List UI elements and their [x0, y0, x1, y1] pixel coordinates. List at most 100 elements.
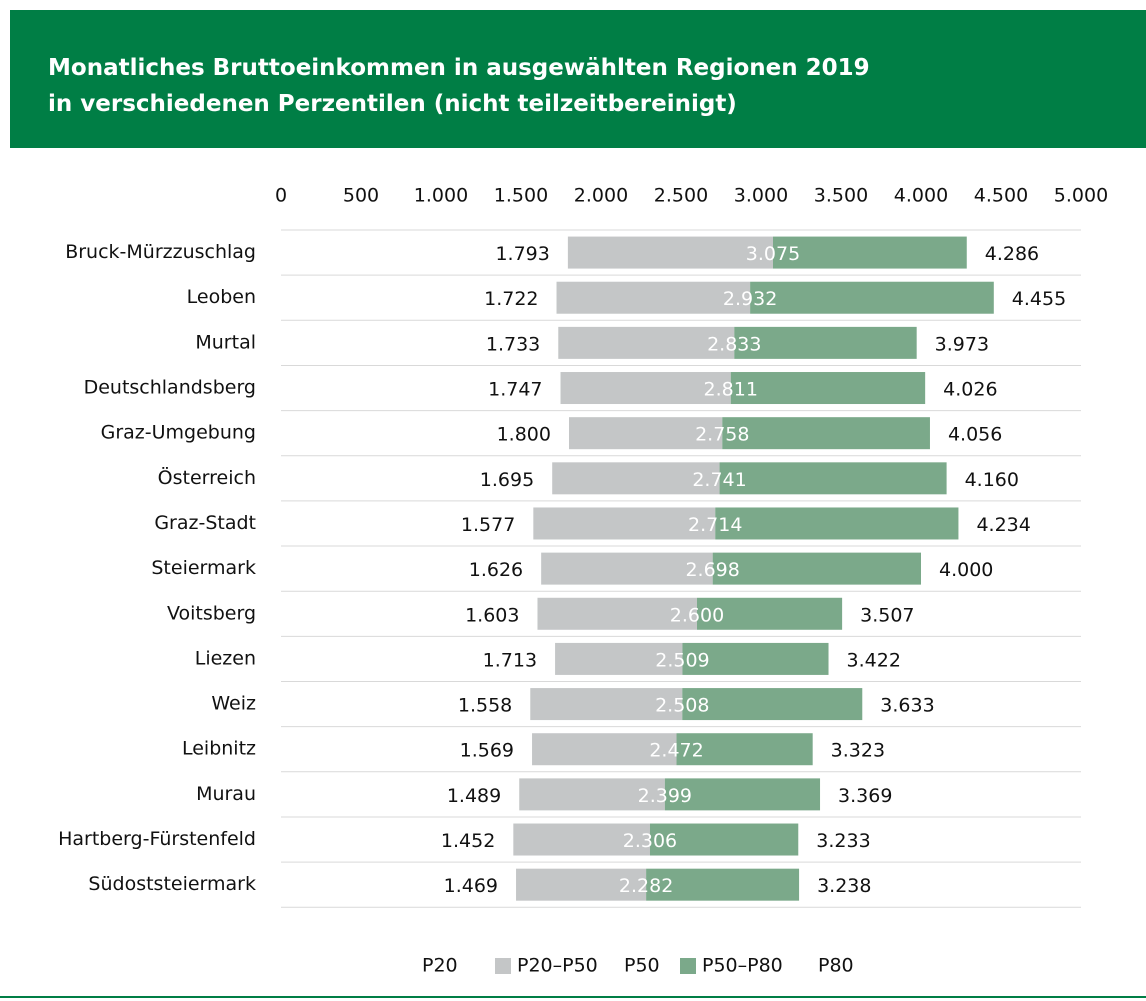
- value-label: 2.399: [638, 785, 692, 807]
- value-label: 2.282: [619, 875, 673, 897]
- value-label: 1.733: [486, 333, 540, 355]
- chart-title: in verschiedenen Perzentilen (nicht teil…: [48, 91, 737, 117]
- x-tick-label: 3.000: [734, 185, 788, 207]
- value-label: 3.238: [817, 875, 871, 897]
- bar-segment: [664, 778, 821, 811]
- value-label: 1.747: [488, 379, 542, 401]
- value-label: 4.160: [965, 469, 1019, 491]
- category-label: Liezen: [195, 647, 256, 669]
- value-label: 4.286: [985, 243, 1039, 265]
- category-label: Weiz: [211, 693, 256, 715]
- bar-segment: [569, 417, 723, 450]
- bar-segment: [533, 507, 716, 540]
- value-label: 2.306: [623, 830, 677, 852]
- category-label: Murtal: [195, 331, 256, 353]
- bar-segment: [773, 236, 967, 269]
- value-label: 2.833: [707, 333, 761, 355]
- value-label: 1.793: [495, 243, 549, 265]
- x-tick-label: 3.500: [814, 185, 868, 207]
- bar-segment: [715, 507, 959, 540]
- bar-segment: [541, 552, 713, 585]
- legend-label: P80: [818, 955, 854, 977]
- value-label: 3.075: [746, 243, 800, 265]
- bar-segment: [519, 778, 665, 811]
- header-band: [10, 10, 1146, 148]
- bar-segment: [682, 642, 829, 675]
- bar-segment: [552, 462, 720, 495]
- category-label: Murau: [196, 783, 256, 805]
- bar-segment: [560, 372, 731, 405]
- x-tick-label: 4.500: [974, 185, 1028, 207]
- bar-segment: [682, 688, 863, 721]
- x-tick-label: 1.000: [414, 185, 468, 207]
- x-tick-label: 5.000: [1054, 185, 1108, 207]
- value-label: 4.455: [1012, 288, 1066, 310]
- bar-segment: [530, 688, 683, 721]
- value-label: 3.973: [935, 333, 989, 355]
- x-tick-label: 4.000: [894, 185, 948, 207]
- value-label: 2.508: [655, 695, 709, 717]
- legend-label: P20: [422, 955, 458, 977]
- value-label: 1.800: [497, 424, 551, 446]
- bar-segment: [719, 462, 947, 495]
- value-label: 1.626: [469, 559, 523, 581]
- legend-swatch: [495, 958, 511, 974]
- value-label: 3.369: [838, 785, 892, 807]
- category-label: Südoststeiermark: [88, 873, 256, 895]
- category-label: Hartberg-Fürstenfeld: [58, 828, 256, 850]
- value-label: 2.741: [692, 469, 746, 491]
- value-label: 4.000: [939, 559, 993, 581]
- bar-segment: [722, 417, 930, 450]
- bar-segment: [556, 281, 751, 314]
- x-tick-label: 500: [343, 185, 379, 207]
- value-label: 2.714: [688, 514, 742, 536]
- value-label: 2.472: [649, 740, 703, 762]
- legend-label: P50–P80: [702, 955, 783, 977]
- bar-segment: [734, 326, 917, 359]
- bar-segment: [513, 823, 650, 856]
- bar-segment: [697, 597, 843, 630]
- value-label: 2.811: [704, 379, 758, 401]
- value-label: 3.323: [831, 740, 885, 762]
- bar-segment: [532, 733, 677, 766]
- value-label: 2.758: [695, 424, 749, 446]
- value-label: 3.507: [860, 604, 914, 626]
- bar-segment: [712, 552, 921, 585]
- value-label: 1.489: [447, 785, 501, 807]
- category-label: Bruck-Mürzzuschlag: [65, 241, 256, 263]
- value-label: 1.469: [444, 875, 498, 897]
- bar-segment: [537, 597, 697, 630]
- category-label: Graz-Umgebung: [101, 422, 256, 444]
- category-label: Leoben: [187, 286, 256, 308]
- bar-segment: [516, 868, 647, 901]
- bar-segment: [649, 823, 799, 856]
- value-label: 4.056: [948, 424, 1002, 446]
- value-label: 3.233: [816, 830, 870, 852]
- value-label: 1.558: [458, 695, 512, 717]
- value-label: 4.234: [976, 514, 1030, 536]
- bar-segment: [558, 326, 735, 359]
- bar-segment: [646, 868, 800, 901]
- bar-segment: [555, 642, 683, 675]
- legend-label: P20–P50: [517, 955, 598, 977]
- x-tick-label: 1.500: [494, 185, 548, 207]
- chart-title: Monatliches Bruttoeinkommen in ausgewähl…: [48, 55, 870, 81]
- value-label: 2.600: [670, 604, 724, 626]
- x-tick-label: 2.000: [574, 185, 628, 207]
- category-label: Graz-Stadt: [154, 512, 256, 534]
- category-label: Voitsberg: [167, 602, 256, 624]
- legend-label: P50: [624, 955, 660, 977]
- value-label: 1.569: [460, 740, 514, 762]
- category-label: Österreich: [158, 466, 256, 489]
- category-label: Leibnitz: [182, 738, 256, 760]
- bar-segment: [676, 733, 813, 766]
- value-label: 1.722: [484, 288, 538, 310]
- value-label: 2.509: [655, 649, 709, 671]
- value-label: 1.603: [465, 604, 519, 626]
- legend-swatch: [680, 958, 696, 974]
- value-label: 1.695: [480, 469, 534, 491]
- value-label: 2.932: [723, 288, 777, 310]
- category-label: Steiermark: [151, 557, 256, 579]
- bar-segment: [730, 372, 926, 405]
